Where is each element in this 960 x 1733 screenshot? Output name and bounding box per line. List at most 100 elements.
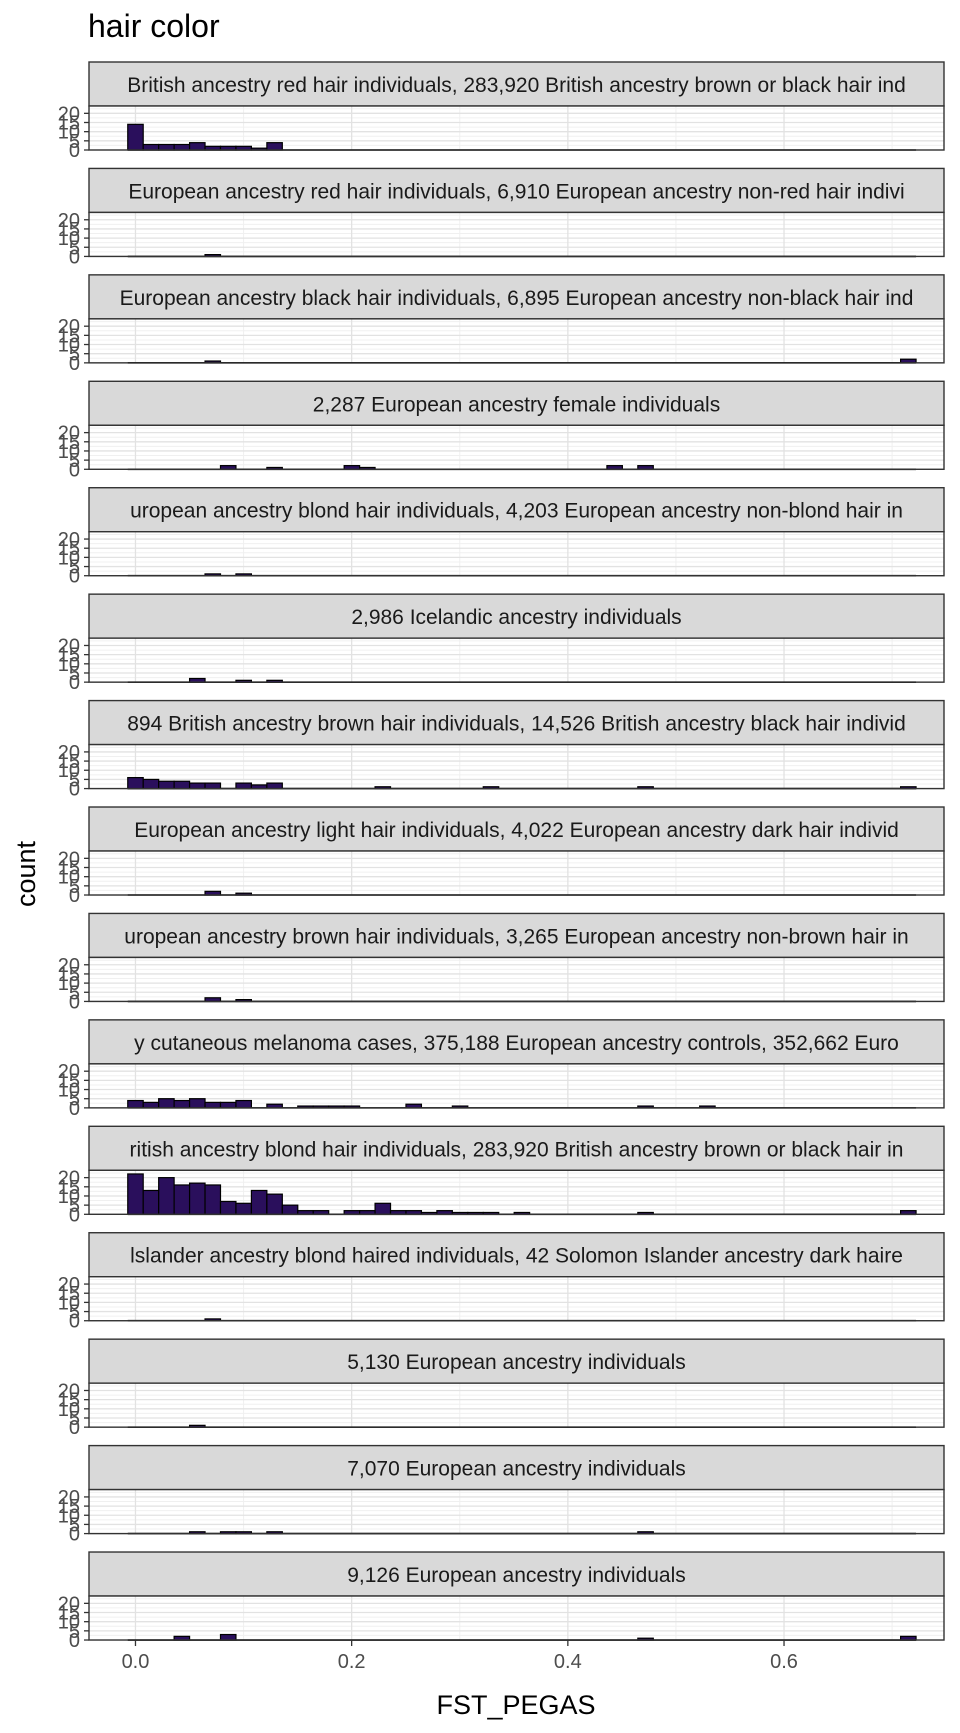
y-tick-label: 0 (69, 779, 80, 801)
histogram-bar (204, 1184, 222, 1215)
y-tick-label: 20 (58, 635, 80, 657)
y-tick-label: 5 (69, 1302, 80, 1324)
histogram-bar (266, 782, 283, 790)
y-tick-label: 0 (69, 566, 80, 588)
y-tick-label: 0 (69, 672, 80, 694)
facet-strip-label: 5,130 European ancestry individuals (347, 1351, 686, 1374)
y-tick-label: 5 (69, 344, 80, 366)
y-tick-label: 0 (69, 1417, 80, 1439)
histogram-bar (142, 778, 160, 790)
histogram-bar (127, 1099, 144, 1109)
histogram-bar (204, 782, 222, 790)
facet-strip-label: 2,986 Icelandic ancestry individuals (351, 606, 681, 629)
panel-border (88, 105, 945, 151)
y-tick-label: 20 (58, 1487, 80, 1509)
facet-strip (88, 699, 945, 746)
y-tick-label: 15 (58, 751, 80, 773)
facet-strip (88, 806, 945, 852)
y-tick-label: 15 (58, 1496, 80, 1518)
y-tick-label: 15 (58, 432, 80, 454)
panel-border (88, 956, 945, 1003)
panel-background (89, 531, 944, 576)
y-tick-label: 20 (58, 1168, 80, 1190)
y-tick-label: 5 (69, 237, 80, 259)
facet-panel-1: British ancestry red hair individuals, 2… (58, 61, 945, 162)
x-tick-label: 0.2 (338, 1651, 366, 1673)
y-tick-label: 5 (69, 1089, 80, 1111)
y-tick-label: 20 (58, 1274, 80, 1296)
panel-background (89, 1276, 944, 1321)
panel-border (88, 424, 945, 470)
facet-strip (88, 167, 945, 214)
x-tick-label: 0.6 (770, 1651, 798, 1673)
y-tick-label: 5 (69, 1408, 80, 1430)
y-tick-label: 15 (58, 113, 80, 135)
histogram-bar (127, 1173, 144, 1215)
facet-strip-label: 9,126 European ancestry individuals (347, 1564, 686, 1587)
histogram-bar (266, 142, 283, 151)
histogram-bar (235, 1202, 253, 1215)
panel-border (88, 1169, 945, 1216)
y-tick-label: 15 (58, 1283, 80, 1305)
y-tick-label: 15 (58, 645, 80, 667)
y-tick-label: 0 (69, 885, 80, 907)
facet-panel-15: 9,126 European ancestry individuals 05101… (58, 1551, 945, 1652)
histogram-bar (142, 1101, 160, 1109)
y-tick-label: 0 (69, 459, 80, 481)
panel-border (88, 1488, 945, 1535)
facet-panel-8: European ancestry light hair individuals… (58, 806, 945, 907)
facet-strip-label: European ancestry light hair individuals… (134, 819, 899, 842)
y-tick-label: 20 (58, 848, 80, 870)
panel-background (89, 106, 944, 150)
y-tick-label: 0 (69, 140, 80, 162)
histogram-bar (158, 1098, 175, 1109)
facet-panel-7: 894 British ancestry brown hair individu… (58, 699, 945, 801)
facet-strip-label: European ancestry black hair individuals… (120, 287, 914, 310)
facet-panel-11: ritish ancestry blond hair individuals, … (58, 1125, 945, 1226)
y-tick-label: 0 (69, 1204, 80, 1226)
facet-strip-label: British ancestry red hair individuals, 2… (127, 74, 906, 97)
panel-border (88, 1595, 945, 1641)
panel-background (89, 1383, 944, 1428)
facet-strip (88, 380, 945, 426)
facet-strip (88, 487, 945, 533)
y-tick-label: 20 (58, 423, 80, 445)
y-tick-label: 20 (58, 1380, 80, 1402)
facet-strip-label: European ancestry red hair individuals, … (128, 180, 904, 203)
panel-border (88, 637, 945, 683)
panel-border (88, 1063, 945, 1109)
y-tick-label: 20 (58, 316, 80, 338)
y-tick-label: 5 (69, 769, 80, 791)
y-tick-label: 5 (69, 876, 80, 898)
facet-strip (88, 912, 945, 959)
histogram-bar (219, 1200, 237, 1215)
facet-strip (88, 1444, 945, 1491)
facet-strip-label: lslander ancestry blond haired individua… (130, 1245, 903, 1268)
y-tick-label: 15 (58, 858, 80, 880)
y-tick-label: 10 (58, 547, 80, 569)
facet-strip (88, 1551, 945, 1597)
panel-background (89, 851, 944, 896)
histogram-bar (173, 143, 191, 151)
y-tick-label: 10 (58, 1292, 80, 1314)
facet-strip (88, 1338, 945, 1384)
panel-border (88, 531, 945, 577)
y-tick-label: 5 (69, 450, 80, 472)
y-tick-label: 20 (58, 529, 80, 551)
y-tick-label: 0 (69, 1524, 80, 1546)
y-tick-label: 10 (58, 335, 80, 357)
panel-background (89, 212, 944, 257)
panel-background (89, 744, 944, 789)
histogram-bar (235, 782, 253, 790)
facet-strip-label: 2,287 European ancestry female individua… (313, 393, 720, 416)
y-tick-label: 10 (58, 654, 80, 676)
histogram-bar (188, 142, 206, 151)
y-tick-label: 20 (58, 1061, 80, 1083)
y-tick-label: 5 (69, 1621, 80, 1643)
